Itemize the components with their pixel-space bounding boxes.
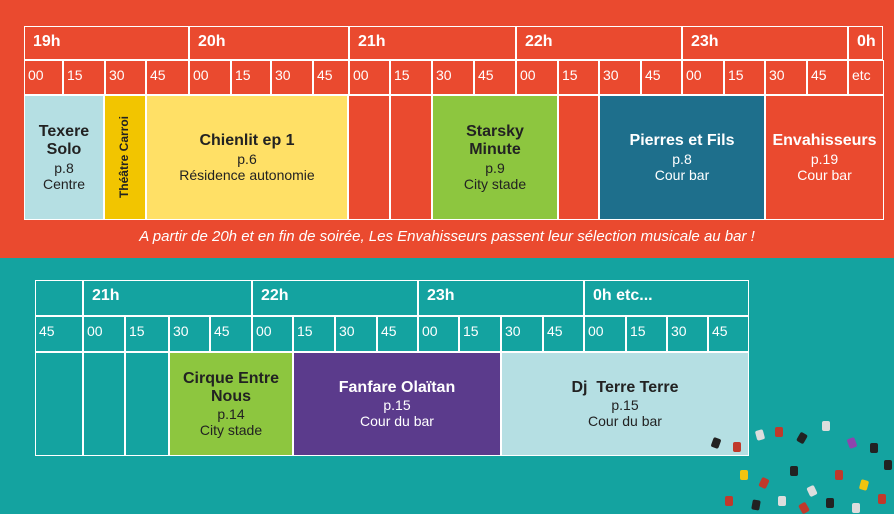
quarter-cell: 45	[474, 60, 516, 95]
hour-23h: 23h	[418, 280, 584, 316]
quarter-cell: 30	[432, 60, 474, 95]
event-page: p.6	[237, 150, 257, 167]
quarter-cell: 00	[418, 316, 459, 352]
hour-20h: 20h	[189, 26, 349, 60]
quarter-cell: 15	[125, 316, 169, 352]
event-title: Texere Solo	[38, 123, 90, 159]
quarter-cell: 00	[516, 60, 558, 95]
empty-slot	[83, 352, 125, 456]
event-page: p.15	[611, 397, 639, 414]
hour-19h: 19h	[24, 26, 189, 60]
event-title: Cirque Entre Nous	[182, 369, 279, 405]
quarter-cell: 30	[599, 60, 641, 95]
event-title: Starsky Minute	[466, 123, 524, 159]
quarter-cell: 30	[335, 316, 377, 352]
event-place: Cour bar	[797, 166, 852, 183]
event-title: Chienlit ep 1	[199, 132, 295, 150]
event-starsky-minute[interactable]: Starsky Minute p.9 City stade	[432, 95, 558, 220]
quarter-cell: 00	[584, 316, 626, 352]
quarter-cell: 15	[626, 316, 667, 352]
event-dj-terre-terre[interactable]: Dj Terre Terre p.15 Cour du bar	[501, 352, 749, 456]
empty-slot	[558, 95, 599, 220]
hour-0h-etc: 0h etc...	[584, 280, 749, 316]
quarter-cell: 45	[543, 316, 584, 352]
event-place: Résidence autonomie	[179, 166, 315, 183]
quarter-cell: 30	[765, 60, 807, 95]
quarter-cell: 45	[708, 316, 749, 352]
quarter-cell: 45	[146, 60, 189, 95]
event-title: Pierres et Fils	[629, 132, 735, 150]
event-page: p.19	[810, 150, 839, 167]
event-place: Cour du bar	[588, 413, 662, 430]
quarter-cell: 00	[83, 316, 125, 352]
quarter-cell: 15	[558, 60, 599, 95]
event-pierres-et-fils[interactable]: Pierres et Fils p.8 Cour bar	[599, 95, 765, 220]
quarter-cell: 00	[252, 316, 293, 352]
event-page: p.9	[485, 159, 505, 176]
schedule-note: A partir de 20h et en fin de soirée, Les…	[139, 228, 755, 245]
event-chienlit[interactable]: Chienlit ep 1 p.6 Résidence autonomie	[146, 95, 348, 220]
empty-slot	[348, 95, 390, 220]
event-texere-solo[interactable]: Texere Solo p.8 Centre	[24, 95, 104, 220]
hour-blank	[35, 280, 83, 316]
event-envahisseurs[interactable]: Envahisseurs p.19 Cour bar	[765, 95, 884, 220]
event-title: Envahisseurs	[772, 132, 877, 150]
empty-slot	[125, 352, 169, 456]
quarter-cell: 30	[501, 316, 543, 352]
hour-0h: 0h	[848, 26, 883, 60]
quarter-cell: 00	[189, 60, 231, 95]
hour-22h: 22h	[252, 280, 418, 316]
quarter-cell: 15	[390, 60, 432, 95]
event-cirque-entre-nous[interactable]: Cirque Entre Nous p.14 City stade	[169, 352, 293, 456]
empty-slot	[35, 352, 83, 456]
hour-22h: 22h	[516, 26, 682, 60]
quarter-cell: 45	[641, 60, 682, 95]
quarter-cell: 00	[349, 60, 390, 95]
event-place: City stade	[463, 175, 527, 192]
event-place: Cour du bar	[360, 413, 434, 430]
event-place: Cour bar	[654, 166, 710, 183]
event-page: p.8	[672, 150, 692, 167]
quarter-cell: 45	[807, 60, 848, 95]
hour-23h: 23h	[682, 26, 848, 60]
quarter-cell: 00	[682, 60, 724, 95]
event-theatre-carroi[interactable]: Théâtre Carroi	[104, 95, 146, 220]
quarter-cell: etc	[848, 60, 884, 95]
quarter-cell: 15	[63, 60, 105, 95]
event-title: Dj Terre Terre	[571, 378, 679, 396]
quarter-cell: 15	[724, 60, 765, 95]
event-place: City stade	[199, 422, 263, 439]
quarter-cell: 45	[35, 316, 83, 352]
quarter-cell: 15	[293, 316, 335, 352]
quarter-cell: 30	[105, 60, 146, 95]
hour-21h: 21h	[83, 280, 252, 316]
hour-21h: 21h	[349, 26, 516, 60]
empty-slot	[390, 95, 432, 220]
event-page: p.15	[383, 397, 411, 414]
quarter-cell: 45	[313, 60, 349, 95]
quarter-cell: 30	[169, 316, 210, 352]
quarter-cell: 15	[459, 316, 501, 352]
event-page: p.8	[54, 159, 74, 176]
event-title: Théâtre Carroi	[117, 116, 132, 199]
event-title: Fanfare Olaïtan	[338, 378, 456, 396]
event-page: p.14	[217, 406, 245, 423]
quarter-cell: 00	[24, 60, 63, 95]
quarter-cell: 45	[377, 316, 418, 352]
quarter-cell: 45	[210, 316, 252, 352]
quarter-cell: 30	[271, 60, 313, 95]
event-fanfare-olaitan[interactable]: Fanfare Olaïtan p.15 Cour du bar	[293, 352, 501, 456]
quarter-cell: 15	[231, 60, 271, 95]
event-place: Centre	[42, 175, 86, 192]
quarter-cell: 30	[667, 316, 708, 352]
